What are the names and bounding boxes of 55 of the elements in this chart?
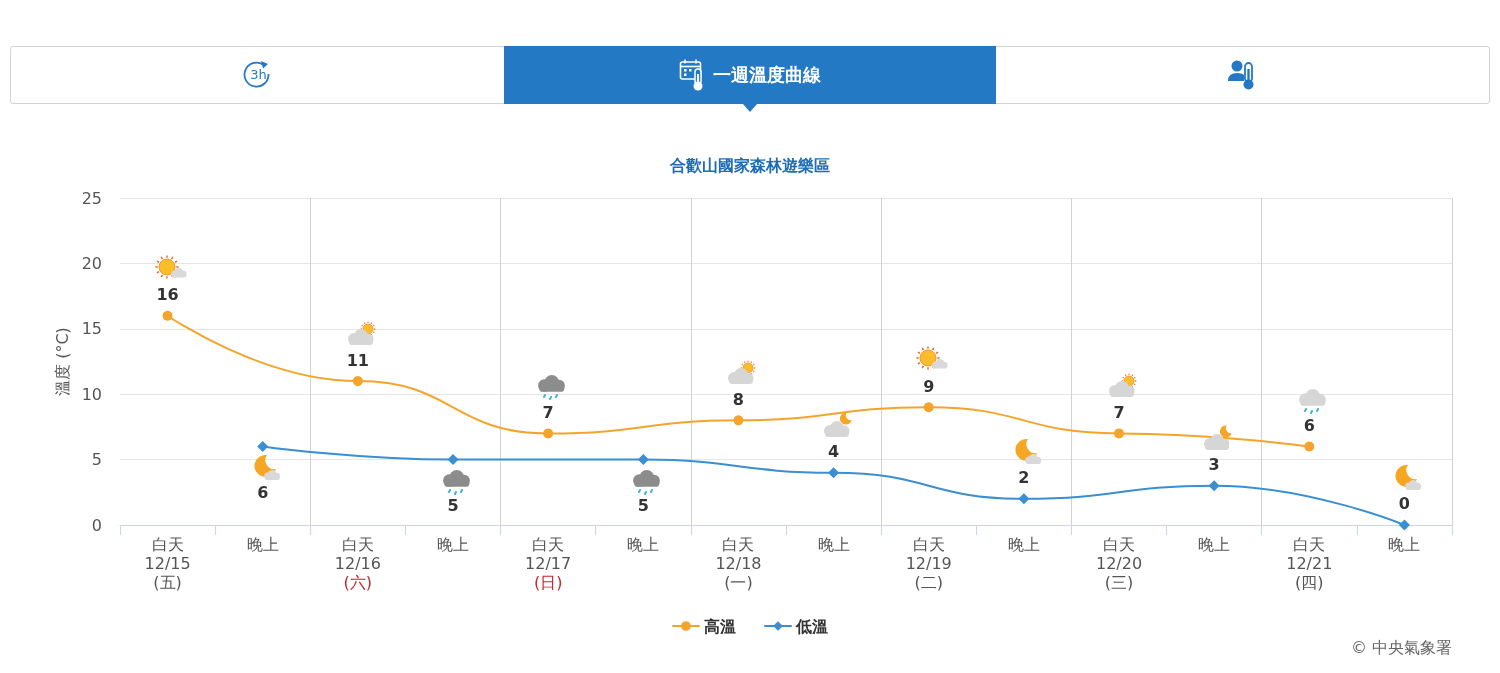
x-tick-label: 白天 12/18 (一)	[715, 535, 762, 592]
x-tick-label: 晚上	[437, 535, 469, 554]
x-tick-label: 白天 12/15 (五)	[144, 535, 191, 592]
point	[447, 454, 459, 466]
x-tick-label: 晚上	[1388, 535, 1421, 554]
point	[923, 402, 934, 413]
data-label: 0	[1398, 494, 1410, 513]
x-tick-label: 晚上	[1007, 535, 1040, 554]
point	[1398, 519, 1410, 531]
x-tick-label: 白天 12/20 (三)	[1095, 535, 1143, 592]
tab-label: 一週溫度曲線	[713, 63, 821, 87]
y-tick-label: 5	[91, 450, 102, 470]
point	[352, 376, 363, 387]
x-tick-label: 晚上	[1198, 535, 1231, 554]
data-label: 4	[828, 441, 840, 461]
point	[257, 441, 269, 453]
point	[1304, 441, 1315, 452]
data-label: 2	[1018, 467, 1030, 487]
point	[1208, 480, 1220, 492]
y-tick-label: 15	[81, 319, 102, 339]
data-label: 6	[257, 482, 269, 502]
x-tick-label: 白天 12/19 (二)	[905, 535, 952, 592]
y-tick-label: 10	[81, 384, 102, 404]
x-tick-label: 晚上	[627, 535, 660, 554]
legend-label: 高溫	[704, 616, 736, 636]
data-label: 6	[1303, 416, 1315, 436]
point	[637, 454, 649, 466]
x-tick-label: 白天 12/21 (四)	[1286, 535, 1333, 592]
data-label: 9	[923, 376, 935, 396]
tab-label: 3h	[250, 67, 267, 83]
data-label: 3	[1208, 454, 1220, 474]
point	[543, 428, 554, 439]
text: © 中央氣象署	[1350, 637, 1453, 657]
point	[828, 467, 840, 479]
legend-label: 低溫	[795, 616, 828, 636]
point	[733, 415, 744, 426]
y-tick-label: 20	[81, 253, 102, 273]
point	[1114, 428, 1124, 439]
data-label: 11	[346, 350, 369, 370]
y-tick-label: 0	[91, 515, 102, 535]
x-tick-label: 晚上	[817, 535, 850, 554]
point	[1018, 493, 1030, 505]
data-label: 8	[732, 389, 744, 409]
chart-title: 合歡山國家森林遊樂區	[669, 155, 830, 175]
data-label: 5	[637, 495, 649, 515]
y-tick-label: 25	[81, 188, 102, 208]
data-label: 7	[1113, 402, 1125, 422]
data-label: 5	[447, 495, 459, 515]
data-label: 7	[542, 402, 554, 422]
point	[162, 310, 173, 321]
data-label: 16	[156, 285, 179, 305]
x-tick-label: 白天 12/17 (日)	[525, 535, 572, 592]
x-tick-label: 晚上	[246, 535, 279, 554]
y-axis-title: 溫度 (°C)	[52, 327, 72, 396]
x-tick-label: 白天 12/16 (六)	[334, 535, 381, 592]
